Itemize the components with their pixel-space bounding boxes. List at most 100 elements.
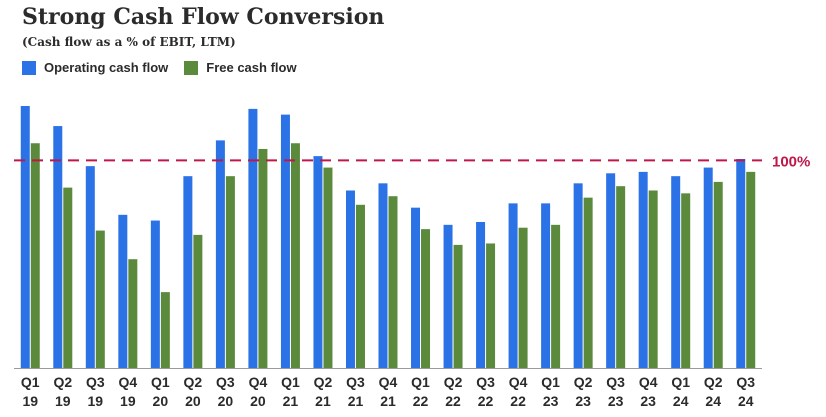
x-tick-year: 22 bbox=[510, 393, 526, 409]
bar-operating-q3-23 bbox=[606, 173, 616, 368]
bar-operating-q2-20 bbox=[183, 176, 193, 368]
bar-free-q1-22 bbox=[421, 229, 431, 368]
x-tick-year: 20 bbox=[218, 393, 234, 409]
x-tick-year: 21 bbox=[348, 393, 364, 409]
bar-free-q2-22 bbox=[453, 244, 463, 368]
x-tick-quarter: Q1 bbox=[21, 374, 40, 390]
bar-free-q2-21 bbox=[323, 167, 333, 368]
chart-legend: Operating cash flow Free cash flow bbox=[22, 60, 297, 75]
bar-free-q4-21 bbox=[388, 196, 398, 368]
x-tick-year: 24 bbox=[705, 393, 721, 409]
bar-operating-q1-22 bbox=[411, 207, 421, 368]
bar-operating-q3-24 bbox=[736, 158, 746, 368]
x-tick-quarter: Q1 bbox=[541, 374, 560, 390]
x-tick-quarter: Q1 bbox=[151, 374, 170, 390]
bar-operating-q1-20 bbox=[150, 220, 160, 368]
bar-operating-q3-20 bbox=[215, 140, 225, 368]
bar-operating-q2-21 bbox=[313, 156, 323, 368]
x-tick-quarter: Q1 bbox=[671, 374, 690, 390]
x-tick-quarter: Q2 bbox=[704, 374, 723, 390]
x-tick-year: 20 bbox=[153, 393, 169, 409]
bar-operating-q4-22 bbox=[508, 203, 518, 368]
bar-free-q4-23 bbox=[648, 190, 658, 368]
x-tick-year: 23 bbox=[543, 393, 559, 409]
bar-operating-q1-23 bbox=[541, 203, 551, 368]
bar-free-q1-20 bbox=[160, 292, 170, 368]
bar-operating-q3-19 bbox=[85, 166, 95, 368]
bar-free-q1-21 bbox=[290, 143, 300, 368]
x-tick-quarter: Q3 bbox=[216, 374, 235, 390]
bar-free-q1-19 bbox=[30, 143, 40, 368]
bar-operating-q4-23 bbox=[638, 171, 648, 368]
bar-free-q4-19 bbox=[128, 259, 138, 368]
x-tick-year: 21 bbox=[380, 393, 396, 409]
bar-free-q3-19 bbox=[95, 230, 105, 368]
x-tick-quarter: Q3 bbox=[606, 374, 625, 390]
bar-free-q2-24 bbox=[713, 181, 723, 368]
x-tick-year: 23 bbox=[608, 393, 624, 409]
x-tick-year: 23 bbox=[575, 393, 591, 409]
reference-line-label: 100% bbox=[772, 153, 810, 170]
x-tick-quarter: Q4 bbox=[249, 374, 268, 390]
bar-free-q2-20 bbox=[193, 234, 203, 368]
bar-operating-q1-21 bbox=[280, 114, 290, 368]
x-tick-quarter: Q1 bbox=[411, 374, 430, 390]
chart-title: Strong Cash Flow Conversion bbox=[22, 4, 385, 30]
legend-swatch-operating-cash-flow bbox=[22, 60, 36, 75]
x-tick-quarter: Q4 bbox=[639, 374, 658, 390]
bar-operating-q2-23 bbox=[573, 183, 583, 368]
x-tick-quarter: Q4 bbox=[379, 374, 398, 390]
bar-free-q2-23 bbox=[583, 197, 593, 368]
bar-free-q3-21 bbox=[355, 204, 365, 368]
x-tick-quarter: Q4 bbox=[509, 374, 528, 390]
x-tick-year: 21 bbox=[283, 393, 299, 409]
x-tick-year: 24 bbox=[738, 393, 754, 409]
x-tick-year: 20 bbox=[250, 393, 266, 409]
x-tick-quarter: Q3 bbox=[346, 374, 365, 390]
x-tick-quarter: Q2 bbox=[574, 374, 593, 390]
bar-free-q3-23 bbox=[616, 186, 626, 368]
legend-item-free-cash-flow: Free cash flow bbox=[184, 60, 297, 75]
x-tick-year: 21 bbox=[315, 393, 331, 409]
bar-operating-q3-21 bbox=[345, 190, 355, 368]
bar-free-q4-22 bbox=[518, 227, 528, 368]
bar-operating-q4-21 bbox=[378, 183, 388, 368]
x-tick-year: 22 bbox=[413, 393, 429, 409]
x-tick-quarter: Q1 bbox=[281, 374, 300, 390]
x-tick-quarter: Q3 bbox=[476, 374, 495, 390]
x-tick-year: 19 bbox=[120, 393, 136, 409]
x-tick-quarter: Q2 bbox=[53, 374, 72, 390]
bar-operating-q2-24 bbox=[703, 167, 713, 368]
bar-free-q1-24 bbox=[681, 193, 691, 368]
x-tick-quarter: Q2 bbox=[184, 374, 203, 390]
bar-free-q2-19 bbox=[63, 187, 73, 368]
x-tick-quarter: Q3 bbox=[736, 374, 755, 390]
x-tick-year: 19 bbox=[22, 393, 38, 409]
x-tick-year: 23 bbox=[640, 393, 656, 409]
x-tick-quarter: Q2 bbox=[314, 374, 333, 390]
legend-swatch-free-cash-flow bbox=[184, 60, 199, 75]
bar-operating-q4-20 bbox=[248, 108, 258, 368]
bar-operating-q2-19 bbox=[53, 126, 63, 368]
x-tick-year: 22 bbox=[478, 393, 494, 409]
x-tick-quarter: Q4 bbox=[118, 374, 137, 390]
legend-item-operating-cash-flow: Operating cash flow bbox=[22, 60, 168, 75]
x-tick-year: 22 bbox=[445, 393, 461, 409]
x-tick-year: 19 bbox=[55, 393, 71, 409]
x-tick-quarter: Q2 bbox=[444, 374, 463, 390]
x-tick-quarter: Q3 bbox=[86, 374, 105, 390]
bar-operating-q1-24 bbox=[671, 176, 681, 368]
legend-label-operating-cash-flow: Operating cash flow bbox=[44, 60, 169, 75]
bar-operating-q4-19 bbox=[118, 214, 128, 368]
x-tick-year: 19 bbox=[88, 393, 104, 409]
bar-free-q3-20 bbox=[225, 176, 235, 368]
bar-operating-q3-22 bbox=[476, 221, 486, 368]
bar-free-q3-24 bbox=[746, 171, 756, 368]
bar-operating-q2-22 bbox=[443, 224, 453, 368]
legend-label-free-cash-flow: Free cash flow bbox=[206, 60, 297, 75]
x-tick-year: 20 bbox=[185, 393, 201, 409]
bar-free-q1-23 bbox=[551, 224, 561, 368]
bar-free-q4-20 bbox=[258, 148, 268, 368]
x-tick-year: 24 bbox=[673, 393, 689, 409]
